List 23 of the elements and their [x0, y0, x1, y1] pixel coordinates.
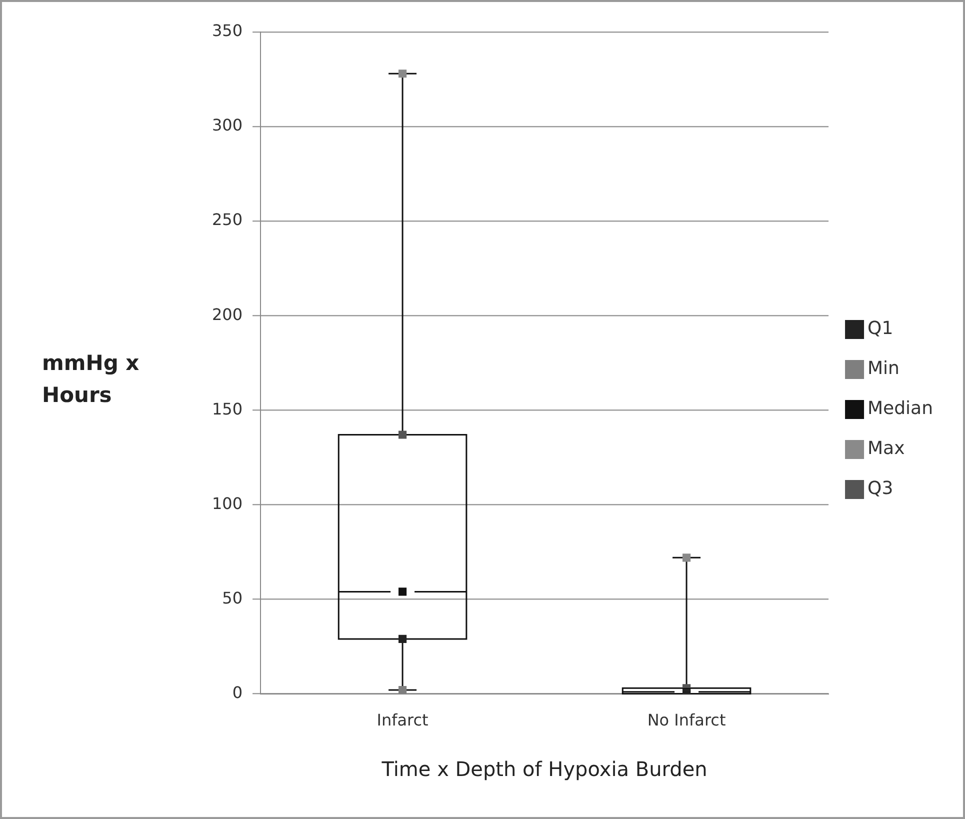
y-tick-label: 300 [212, 116, 243, 135]
legend-label: Q1 [868, 318, 894, 340]
y-tick-label: 50 [222, 588, 243, 608]
y-tick-label: 250 [212, 210, 243, 230]
legend-label: Min [868, 358, 900, 380]
y-tick-label: 150 [212, 399, 243, 418]
y-tick-label: 350 [212, 21, 243, 40]
x-tick-label: Infarct [376, 710, 428, 730]
point [398, 430, 407, 439]
point [398, 686, 407, 694]
point [398, 588, 407, 596]
x-tick-label: No Infarct [647, 710, 726, 730]
x-axis-title: Time x Depth of Hypoxia Burden [380, 757, 708, 782]
y-tick-label: 100 [212, 494, 243, 513]
legend-label: Median [868, 398, 934, 420]
point [398, 634, 407, 643]
y-axis-title: mmHg x Hours [42, 350, 140, 409]
legend-label: Max [868, 438, 906, 460]
point [398, 70, 407, 78]
y-tick-label: 0 [232, 682, 243, 702]
legend-label: Q3 [868, 478, 894, 500]
point [682, 554, 691, 562]
y-tick-label: 200 [212, 304, 243, 324]
